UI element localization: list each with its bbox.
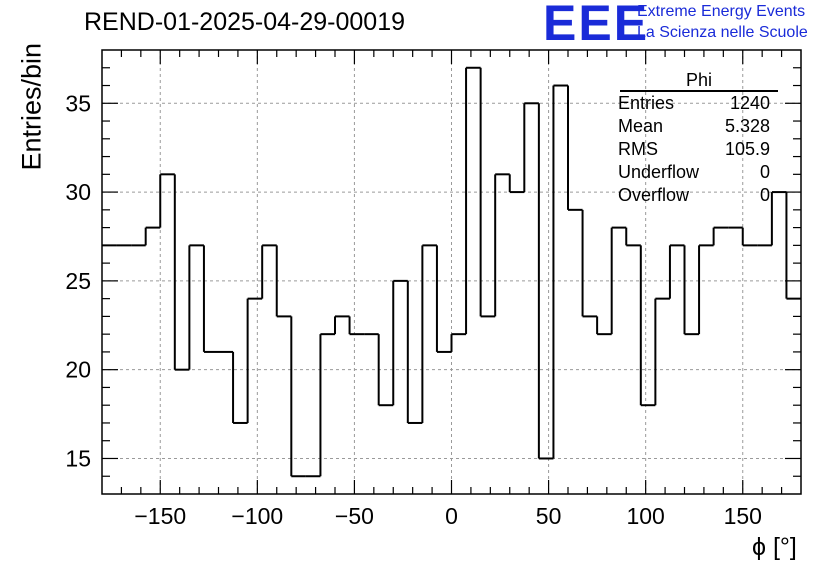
y-tick-label: 15 (65, 445, 91, 471)
stats-row-rms: RMS 105.9 (610, 138, 778, 161)
x-axis-label: ϕ [°] (752, 533, 797, 561)
stats-label: Underflow (618, 162, 700, 182)
eee-logo: EEE (543, 0, 650, 51)
y-tick-label: 30 (65, 179, 91, 205)
stats-value: 1240 (729, 93, 770, 113)
x-tick-label: 0 (445, 503, 458, 529)
y-tick-label: 35 (65, 90, 91, 116)
y-tick-label: 20 (65, 357, 91, 383)
x-tick-label: 50 (536, 503, 562, 529)
logo-line-1: Extreme Energy Events (637, 3, 806, 20)
axis-ticks (102, 50, 801, 494)
stats-row-mean: Mean 5.328 (610, 115, 778, 138)
stats-label: Overflow (618, 185, 690, 205)
y-axis-label: Entries/bin (16, 42, 47, 171)
histogram-series (102, 66, 801, 478)
stats-value: 5.328 (724, 116, 770, 136)
x-tick-label: 100 (626, 503, 664, 529)
stats-row-overflow: Overflow 0 (610, 184, 778, 207)
stats-name: Phi (620, 70, 778, 92)
x-tick-label: −100 (231, 503, 283, 529)
x-tick-label: 150 (724, 503, 762, 529)
y-tick-label: 25 (65, 268, 91, 294)
stats-box: Phi Entries 1240 Mean 5.328 RMS 105.9 Un… (610, 70, 778, 207)
chart-title: REND-01-2025-04-29-00019 (84, 8, 406, 36)
axis-tick-labels: −150 −100 −50 0 50 100 150 15 20 25 30 35 (65, 90, 762, 529)
stats-row-entries: Entries 1240 (610, 92, 778, 115)
stats-row-underflow: Underflow 0 (610, 161, 778, 184)
stats-label: Entries (618, 93, 675, 113)
stats-value: 0 (759, 162, 770, 182)
logo-line-2: La Scienza nelle Scuole (637, 24, 808, 41)
x-tick-label: −50 (335, 503, 374, 529)
stats-value: 105.9 (724, 139, 770, 159)
stats-value: 0 (759, 185, 770, 205)
x-tick-label: −150 (134, 503, 186, 529)
grid-lines (102, 50, 801, 494)
stats-label: Mean (618, 116, 664, 136)
stats-label: RMS (618, 139, 658, 159)
